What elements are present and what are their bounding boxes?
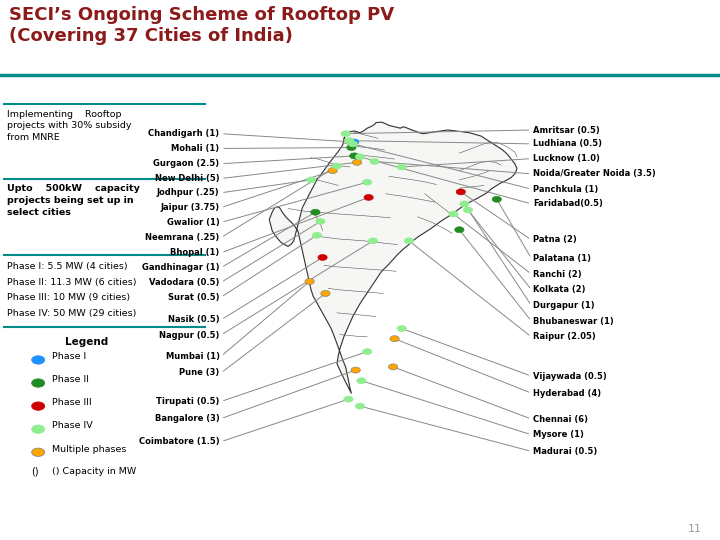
Circle shape (460, 201, 469, 207)
Circle shape (364, 194, 373, 200)
Circle shape (362, 349, 372, 355)
Text: Phase III: 10 MW (9 cities): Phase III: 10 MW (9 cities) (7, 293, 130, 302)
Text: Nagpur (0.5): Nagpur (0.5) (159, 330, 220, 340)
Circle shape (32, 402, 45, 410)
Text: Jodhpur (.25): Jodhpur (.25) (157, 188, 220, 197)
Text: Durgapur (1): Durgapur (1) (533, 301, 595, 310)
Text: Mysore (1): Mysore (1) (533, 430, 584, 439)
Circle shape (390, 336, 400, 342)
Circle shape (362, 179, 372, 185)
Circle shape (333, 163, 342, 169)
Circle shape (344, 396, 354, 402)
Circle shape (456, 189, 466, 195)
Text: Gurgaon (2.5): Gurgaon (2.5) (153, 159, 220, 168)
Text: Chandigarh (1): Chandigarh (1) (148, 129, 220, 138)
Text: Bhubaneswar (1): Bhubaneswar (1) (533, 316, 613, 326)
Text: Bangalore (3): Bangalore (3) (155, 414, 220, 423)
Text: Multiple phases: Multiple phases (52, 444, 126, 454)
Text: Gwalior (1): Gwalior (1) (167, 218, 220, 227)
Text: Kolkata (2): Kolkata (2) (533, 285, 585, 294)
Circle shape (315, 218, 325, 225)
Text: Chennai (6): Chennai (6) (533, 415, 588, 423)
Circle shape (405, 238, 413, 244)
Circle shape (369, 238, 378, 244)
Circle shape (344, 138, 354, 144)
Text: Jaipur (3.75): Jaipur (3.75) (161, 203, 220, 212)
Text: Neemrana (.25): Neemrana (.25) (145, 233, 220, 242)
Text: Mohali (1): Mohali (1) (171, 144, 220, 153)
Text: Phase I: Phase I (52, 352, 86, 361)
Text: Phase I: 5.5 MW (4 cities): Phase I: 5.5 MW (4 cities) (7, 262, 128, 271)
Text: Ludhiana (0.5): Ludhiana (0.5) (533, 139, 602, 148)
Text: SECI’s Ongoing Scheme of Rooftop PV
(Covering 37 Cities of India): SECI’s Ongoing Scheme of Rooftop PV (Cov… (9, 6, 394, 45)
Circle shape (492, 196, 501, 202)
Circle shape (311, 209, 320, 215)
Circle shape (356, 154, 365, 160)
Circle shape (389, 364, 397, 370)
Circle shape (348, 141, 358, 147)
Circle shape (32, 448, 45, 456)
Circle shape (397, 326, 407, 332)
Text: New Delhi (5): New Delhi (5) (155, 174, 220, 183)
Text: Patna (2): Patna (2) (533, 235, 577, 245)
Circle shape (347, 145, 356, 151)
Text: Madurai (0.5): Madurai (0.5) (533, 447, 597, 456)
Circle shape (318, 254, 327, 260)
Circle shape (350, 139, 359, 145)
Text: Faridabad(0.5): Faridabad(0.5) (533, 199, 603, 208)
Text: Phase II: Phase II (52, 375, 89, 384)
Text: Vijaywada (0.5): Vijaywada (0.5) (533, 372, 606, 381)
Text: Upto    500kW    capacity
projects being set up in
select cities: Upto 500kW capacity projects being set u… (7, 185, 140, 217)
Text: Hyderabad (4): Hyderabad (4) (533, 389, 601, 397)
Circle shape (350, 153, 359, 159)
Text: Nasik (0.5): Nasik (0.5) (168, 315, 220, 324)
Circle shape (341, 131, 350, 137)
Text: Gandhinagar (1): Gandhinagar (1) (142, 263, 220, 272)
Text: Phase II: 11.3 MW (6 cities): Phase II: 11.3 MW (6 cities) (7, 278, 137, 287)
Circle shape (351, 367, 361, 373)
Circle shape (370, 158, 379, 164)
Circle shape (321, 291, 330, 296)
Text: Implementing    Rooftop
projects with 30% subsidy
from MNRE: Implementing Rooftop projects with 30% s… (7, 110, 132, 143)
Text: Coimbatore (1.5): Coimbatore (1.5) (139, 437, 220, 446)
Text: Phase III: Phase III (52, 399, 91, 407)
Circle shape (32, 356, 45, 364)
Circle shape (305, 279, 315, 285)
Circle shape (307, 177, 316, 183)
Text: Ranchi (2): Ranchi (2) (533, 269, 582, 279)
Text: Vadodara (0.5): Vadodara (0.5) (149, 278, 220, 287)
Circle shape (312, 232, 322, 238)
Text: Legend: Legend (65, 337, 108, 347)
Text: Phase IV: Phase IV (52, 421, 93, 430)
Circle shape (356, 403, 365, 409)
Text: Lucknow (1.0): Lucknow (1.0) (533, 154, 600, 163)
Circle shape (328, 167, 338, 174)
Circle shape (455, 227, 464, 233)
Text: Bhopal (1): Bhopal (1) (171, 248, 220, 258)
Text: Raipur (2.05): Raipur (2.05) (533, 332, 595, 341)
Text: Tirupati (0.5): Tirupati (0.5) (156, 397, 220, 406)
Text: 11: 11 (688, 524, 702, 535)
Text: Palatana (1): Palatana (1) (533, 254, 591, 263)
Circle shape (464, 207, 473, 213)
Text: Phase IV: 50 MW (29 cities): Phase IV: 50 MW (29 cities) (7, 309, 137, 318)
Circle shape (32, 425, 45, 433)
Text: Surat (0.5): Surat (0.5) (168, 293, 220, 302)
Text: Panchkula (1): Panchkula (1) (533, 185, 598, 194)
Text: Mumbai (1): Mumbai (1) (166, 352, 220, 361)
Text: Noida/Greater Noida (3.5): Noida/Greater Noida (3.5) (533, 170, 655, 178)
Circle shape (353, 159, 362, 165)
Circle shape (397, 164, 407, 170)
Text: () Capacity in MW: () Capacity in MW (52, 467, 136, 476)
Polygon shape (269, 122, 517, 393)
Text: Amritsar (0.5): Amritsar (0.5) (533, 125, 600, 134)
Circle shape (32, 379, 45, 387)
Text: Pune (3): Pune (3) (179, 368, 220, 377)
Circle shape (357, 377, 366, 384)
Text: (): () (31, 467, 39, 477)
Circle shape (449, 211, 459, 217)
